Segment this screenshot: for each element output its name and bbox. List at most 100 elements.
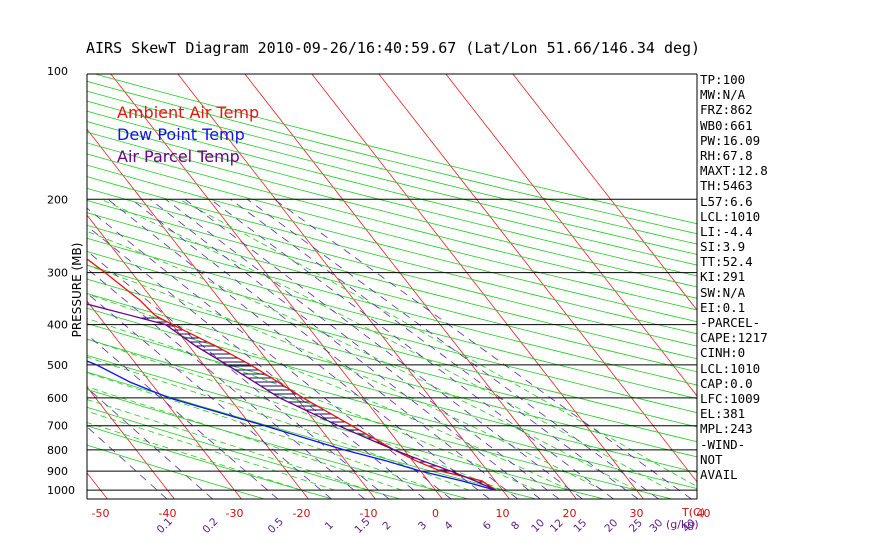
mixing-ratio-line [87,225,426,499]
moist-adiabat-line [179,198,697,487]
stat-item: LCL:1010 [700,360,761,376]
mixing-ratio-line [273,198,692,499]
dry-adiabat-line [87,100,697,255]
bottom-temp-tick-label: 30 [630,507,644,520]
dry-adiabat-line [87,323,697,490]
stats-panel: TP:100 MW:N/A FRZ:862 WB0:661 PW:16.09 RH:67.… [700,72,870,482]
stat-item: -WIND- [700,436,746,452]
mixing-ratio-line [149,198,541,499]
stat-item: EL:381 [700,406,746,422]
pressure-tick-label: 700 [47,420,68,433]
mixing-ratio-line [87,387,213,499]
mixing-ratio-line [210,198,614,499]
isotherm-line [0,74,40,499]
dry-adiabat-line [87,164,697,323]
pressure-tick-label: 900 [47,465,68,478]
mixing-ratio-label: 3 [416,519,429,532]
mixing-ratio-label: 2 [380,519,393,532]
mixing-ratio-line [87,207,452,499]
dry-adiabat-line [87,338,672,499]
dry-adiabat-line [87,131,697,288]
temp-unit-label: T(C) [681,506,705,519]
isotherm-line [87,214,309,499]
stat-item: RH:67.8 [700,147,753,163]
pressure-tick-label: 800 [47,444,68,457]
dry-adiabat-line [87,237,697,400]
isotherm-line [378,74,697,483]
isotherm-line [87,472,108,499]
legend-label: Air Parcel Temp [117,147,240,166]
dry-adiabat-line [87,444,265,499]
mixing-ratio-label: 6 [481,519,494,532]
dry-adiabat-line [87,199,697,360]
stat-item: SI:3.9 [700,239,746,255]
dry-adiabat-line [87,388,469,499]
legend-label: Dew Point Temp [117,125,245,144]
stat-item: PW:16.09 [700,132,761,148]
series-line-dew-point-temp [87,360,496,491]
pressure-tick-label: 600 [47,392,68,405]
mixing-ratio-line [87,292,332,499]
stat-item: TP:100 [700,72,746,87]
bottom-temp-tick-label: 10 [496,507,510,520]
moist-adiabat-line [87,399,369,491]
mixing-ratio-line [87,426,168,499]
mixing-ratio-line [165,198,560,499]
isotherm-line [177,74,510,499]
pressure-tick-label: 300 [47,267,68,280]
stat-item: MAXT:12.8 [700,163,768,179]
isotherm-line [512,74,697,311]
mixing-ratio-label: 1 [323,519,336,532]
stat-item: MPL:243 [700,421,753,437]
dry-adiabat-line [87,406,401,499]
mixing-ratio-label: 10 [529,517,547,535]
bottom-temp-tick-label: -30 [226,507,244,520]
dry-adiabat-line [87,251,697,414]
dry-adiabat-line [87,121,697,277]
series-line-air-parcel-temp [87,303,497,491]
dry-adiabat-line [87,354,605,499]
mixing-ratio-label: 8 [509,519,522,532]
mixing-ratio-line [87,333,279,499]
pressure-tick-label: 1000 [47,484,75,497]
stat-item: LCL:1010 [700,208,761,224]
isotherm-line [87,386,175,499]
bottom-temp-tick-label: 20 [563,507,577,520]
stat-item: LFC:1009 [700,390,761,406]
moist-adiabat-line [87,410,336,491]
mixing-ratio-line [107,198,490,499]
dry-adiabat-line [87,142,697,299]
bottom-temp-tick-label: -10 [360,507,378,520]
mixing-ratio-label: 20 [602,517,620,535]
stat-item: CINH:0 [700,345,746,361]
mixing-ratio-line [230,198,639,499]
mixing-ratio-label: 0.2 [200,516,220,536]
mixing-ratio-line [247,198,659,499]
stat-item: -PARCEL- [700,315,761,330]
y-axis-label: PRESSURE (MB) [70,243,84,338]
legend-label: Ambient Air Temp [117,103,259,122]
bottom-temp-tick-label: 40 [697,507,711,520]
mixing-ratio-label: 30 [647,517,665,535]
stat-item: CAPE:1217 [700,330,768,346]
dry-adiabat-line [87,212,697,373]
bottom-temp-tick-label: 0 [432,507,439,520]
mixing-ratio-line [131,198,518,499]
pressure-tick-label: 100 [47,65,68,78]
stat-item: TT:52.4 [700,254,753,270]
dry-adiabat-line [87,425,333,499]
stat-item: CAP:0.0 [700,375,753,391]
mixing-unit-label: (g/kg) [666,518,699,531]
bottom-temp-tick-label: -50 [92,507,110,520]
isotherm-line [87,300,242,499]
series-line-ambient-air-temp [87,258,497,491]
chart-title: AIRS SkewT Diagram 2010-09-26/16:40:59.6… [86,39,700,57]
dry-adiabat-line [87,307,697,473]
stat-item: EI:0.1 [700,299,746,315]
isotherm-line [445,74,697,397]
stat-item: FRZ:862 [700,102,753,118]
isotherm-line [110,74,443,499]
cape-shaded-area [130,315,496,491]
stat-item: NOT [700,451,723,467]
